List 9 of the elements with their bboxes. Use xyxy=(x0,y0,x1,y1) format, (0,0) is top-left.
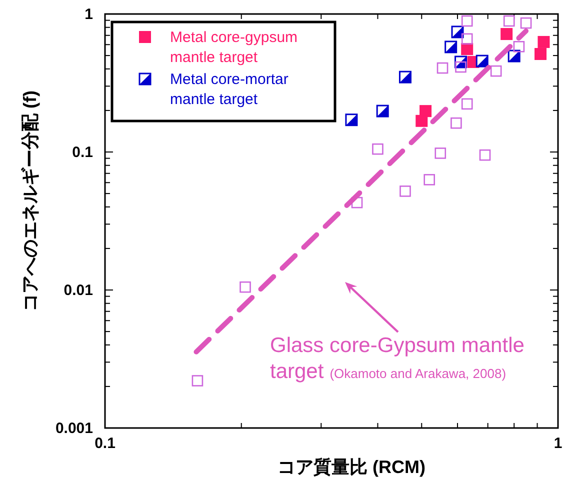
legend-label: Metal core-gypsum mantle target xyxy=(170,29,298,66)
x-axis-title: コア質量比 (RCM) xyxy=(278,457,426,477)
y-tick-label: 0.001 xyxy=(55,420,93,437)
y-axis-title: コアへのエネルギー分配 (f) xyxy=(20,90,40,312)
y-tick-label: 0.1 xyxy=(72,144,93,161)
annotation: Glass core-Gypsum mantle target (Okamoto and Arakawa, 2008) xyxy=(270,334,524,383)
y-tick-label: 1 xyxy=(84,6,93,23)
y-tick-label: 0.01 xyxy=(64,282,93,299)
legend-label: Metal core-mortar mantle target xyxy=(170,71,288,108)
